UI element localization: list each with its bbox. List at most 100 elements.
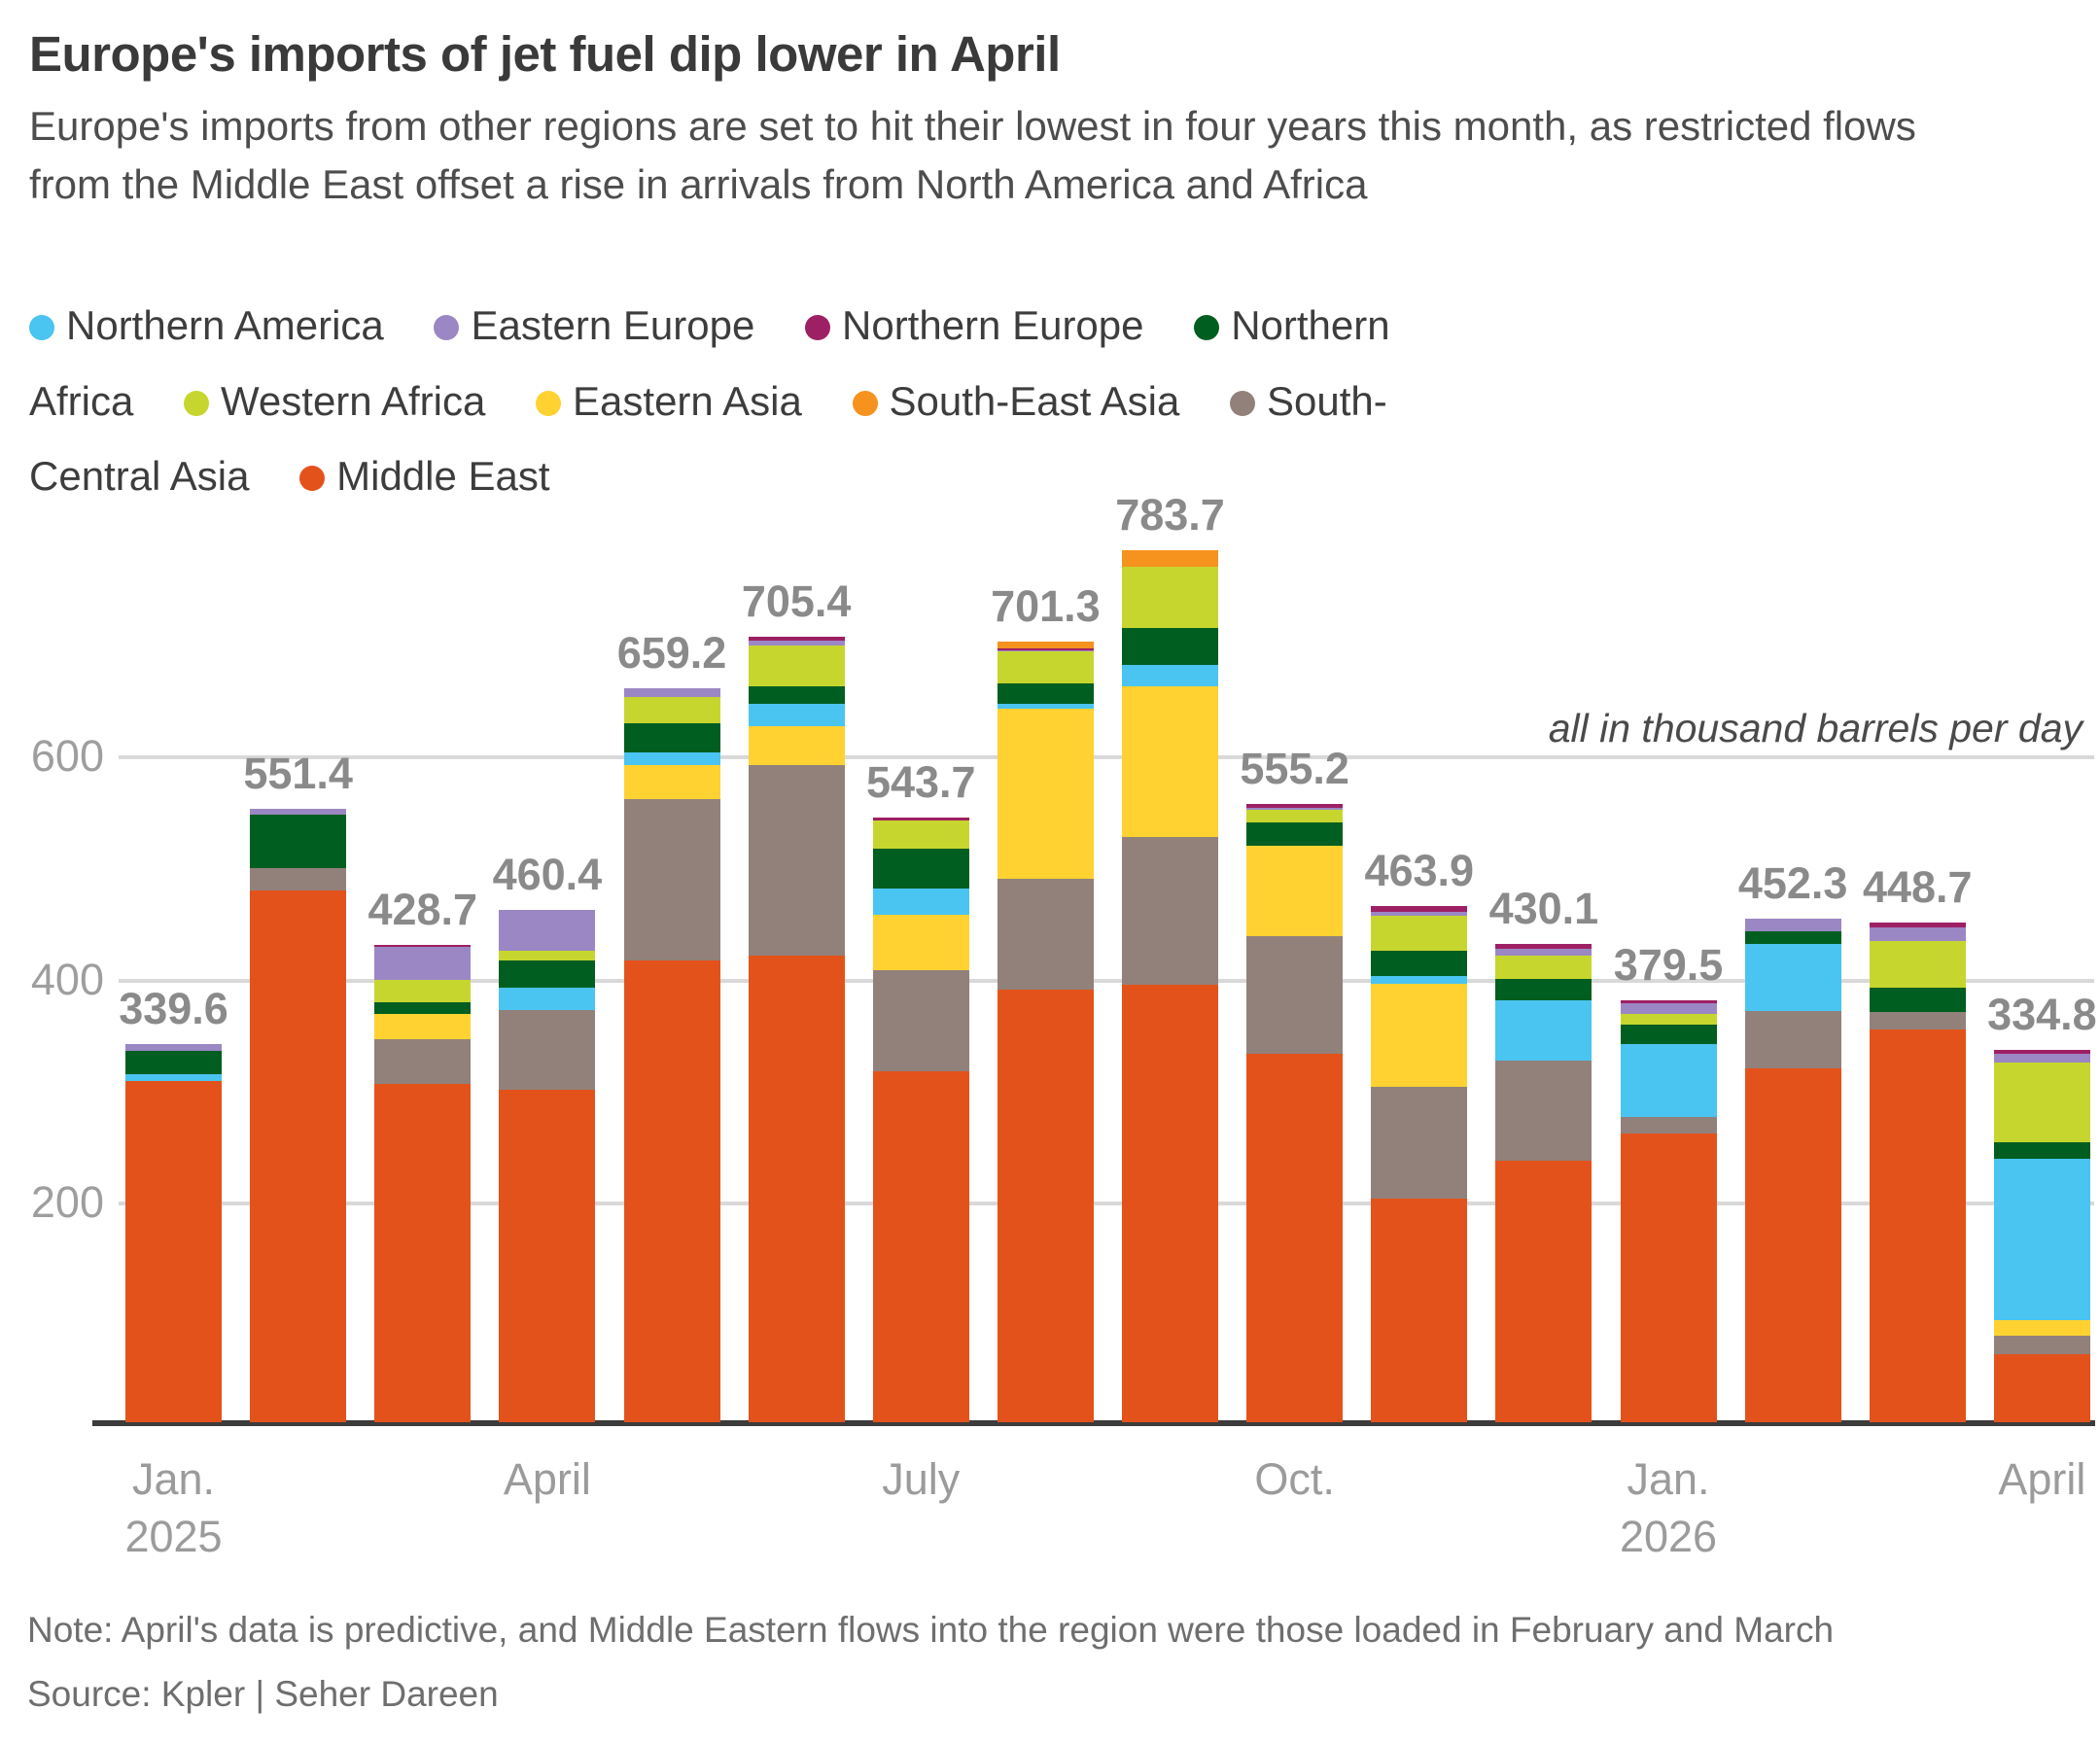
- bar-segment-south-central-asia: [250, 867, 347, 890]
- bar-segment-northern-america: [499, 988, 596, 1011]
- bar-segment-northern-africa: [1993, 1141, 2090, 1160]
- bar-segment-western-africa: [748, 645, 845, 687]
- x-tick-year: 2025: [124, 1512, 223, 1562]
- x-tick-month: Oct.: [1254, 1454, 1335, 1504]
- bar-segment-western-africa: [1495, 955, 1592, 980]
- bar-segment-western-africa: [1246, 810, 1344, 823]
- bar-segment-western-africa: [623, 696, 720, 723]
- y-tick-400: 400: [30, 955, 104, 1004]
- x-tick-empty: [374, 1450, 471, 1566]
- bar-value-label: 551.4: [243, 748, 353, 798]
- bar-segment-middle-east: [748, 956, 845, 1422]
- bar-segment-western-africa: [1371, 915, 1468, 952]
- bar-value-label: 430.1: [1488, 883, 1599, 933]
- bar-segment-eastern-europe: [1495, 948, 1592, 956]
- bar-segment-south-central-asia: [1620, 1116, 1717, 1134]
- bar-segment-northern-america: [872, 888, 969, 915]
- bar-segment-northern-europe: [1869, 923, 1966, 927]
- bar-value-label: 701.3: [991, 581, 1101, 632]
- legend-dot-icon: [852, 390, 878, 416]
- bar-stack: [1371, 905, 1468, 1422]
- bar-column-feb-2026: 452.3: [1738, 538, 1847, 1422]
- legend-item-eastern-asia: Eastern Asia: [536, 378, 802, 424]
- y-tick-200: 200: [30, 1177, 104, 1227]
- x-tick-empty: [624, 1450, 720, 1566]
- bar-segment-eastern-europe: [1869, 926, 1966, 941]
- x-tick-month: April: [503, 1454, 591, 1504]
- bar-value-label: 659.2: [616, 628, 727, 679]
- bar-value-label: 452.3: [1737, 858, 1848, 909]
- page-subtitle: Europe's imports from other regions are …: [29, 103, 1916, 207]
- legend-dot-icon: [536, 390, 562, 416]
- bar-segment-western-africa: [997, 651, 1094, 684]
- bar-value-label: 555.2: [1240, 744, 1349, 794]
- bar-stack: [872, 817, 969, 1422]
- bar-segment-middle-east: [250, 889, 347, 1422]
- bar-segment-northern-europe: [1495, 943, 1592, 949]
- bar-stack: [1620, 999, 1717, 1422]
- bar-segment-eastern-europe: [125, 1044, 222, 1052]
- x-tick-month: Jan.: [131, 1454, 216, 1504]
- bar-segment-northern-africa: [1869, 987, 1966, 1013]
- x-tick-year: 2026: [1619, 1512, 1718, 1562]
- bar-value-label: 339.6: [119, 984, 228, 1034]
- legend-dot-icon: [1194, 315, 1220, 340]
- bar-segment-northern-europe: [872, 817, 969, 821]
- bar-segment-south-central-asia: [1993, 1335, 2090, 1355]
- bar-column-feb-2025: 551.4: [243, 538, 353, 1422]
- bar-segment-northern-africa: [125, 1051, 222, 1075]
- bar-value-label: 460.4: [492, 849, 603, 899]
- bar-segment-middle-east: [872, 1070, 969, 1422]
- bar-segment-south-central-asia: [623, 798, 720, 960]
- bar-segment-middle-east: [125, 1080, 222, 1422]
- bar-segment-northern-america: [1122, 665, 1218, 686]
- bar-stack: [1744, 919, 1841, 1422]
- bar-segment-eastern-asia: [1122, 685, 1218, 838]
- legend-dot-icon: [805, 315, 830, 340]
- bar-segment-south-central-asia: [997, 879, 1094, 990]
- x-axis-baseline: [92, 1420, 2095, 1426]
- x-tick-label: Oct.: [1246, 1450, 1343, 1566]
- bar-segment-northern-africa: [623, 722, 720, 753]
- bar-segment-eastern-europe: [1371, 911, 1468, 916]
- legend-item-south-east-asia: South-East Asia: [852, 378, 1179, 424]
- bar-segment-middle-east: [1246, 1054, 1344, 1422]
- bar-column-aug-2025: 701.3: [991, 538, 1101, 1422]
- bar-segment-middle-east: [1620, 1134, 1717, 1422]
- x-tick-month: July: [882, 1454, 961, 1504]
- bar-segment-northern-europe: [1620, 999, 1717, 1004]
- source-line: Source: Kpler | Seher Dareen: [27, 1674, 499, 1714]
- bar-segment-eastern-europe: [623, 688, 720, 697]
- legend-dot-icon: [1230, 390, 1256, 416]
- gridline-400: [119, 979, 2094, 983]
- bar-segment-northern-africa: [1495, 979, 1592, 1001]
- bar-column-mar-2025: 428.7: [368, 538, 477, 1422]
- bar-stack: [997, 642, 1094, 1422]
- bar-segment-northern-africa: [997, 683, 1094, 705]
- bar-segment-northern-america: [997, 704, 1094, 709]
- bar-segment-western-africa: [1993, 1063, 2090, 1142]
- x-tick-label: April: [499, 1450, 595, 1566]
- legend-item-south-central-asia: South-Central Asia: [29, 377, 1387, 500]
- bar-value-label: 379.5: [1613, 939, 1724, 990]
- bar-segment-middle-east: [1122, 985, 1218, 1422]
- bar-segment-northern-america: [623, 752, 720, 766]
- x-tick-month: April: [1998, 1454, 2086, 1504]
- bar-column-apr-2026: 334.8: [1987, 538, 2097, 1422]
- bar-segment-northern-america: [125, 1074, 222, 1081]
- bar-segment-eastern-europe: [374, 947, 472, 980]
- bar-value-label: 463.9: [1364, 845, 1475, 895]
- bar-segment-middle-east: [1495, 1160, 1592, 1422]
- bar-segment-eastern-europe: [1620, 1003, 1717, 1015]
- legend-dot-icon: [29, 315, 54, 340]
- bar-column-oct-2025: 555.2: [1240, 538, 1349, 1422]
- bar-segment-south-central-asia: [872, 969, 969, 1071]
- bar-segment-south-east-asia: [997, 642, 1094, 648]
- x-axis-labels: Jan. 2025 April July Oct. Jan. 2026 April: [124, 1450, 2090, 1566]
- x-tick-empty: [998, 1450, 1094, 1566]
- bar-segment-middle-east: [623, 959, 720, 1422]
- bar-column-jul-2025: 543.7: [866, 538, 976, 1422]
- x-tick-empty: [1122, 1450, 1218, 1566]
- bar-value-label: 783.7: [1115, 489, 1225, 540]
